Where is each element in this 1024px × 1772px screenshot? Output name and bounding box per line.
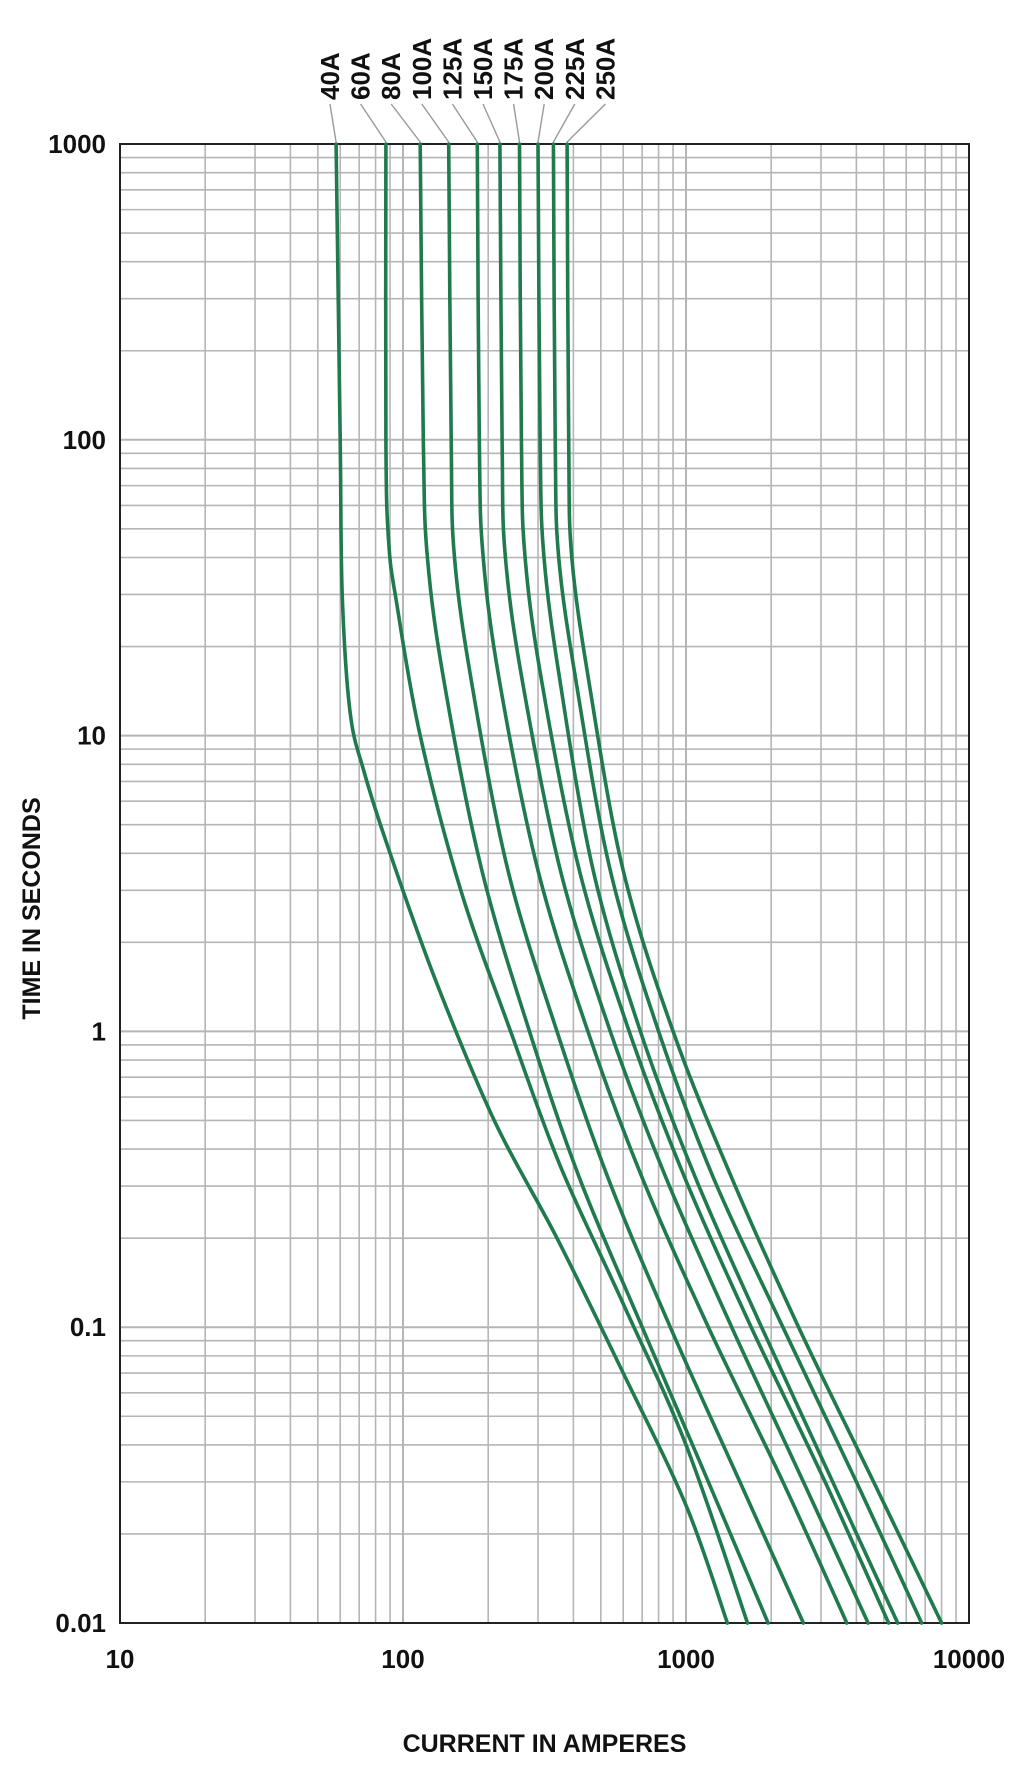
curve-80a — [418, 142, 770, 1625]
curve-200a — [536, 142, 900, 1625]
plot-frame — [119, 143, 970, 1624]
x-tick-labels: 10 100 1000 10000 — [106, 1644, 1006, 1674]
y-axis-title: TIME IN SECONDS — [18, 797, 46, 1019]
label-leaders — [329, 103, 606, 143]
leader-line — [512, 103, 521, 143]
rating-label-200a: 200A — [529, 38, 559, 100]
curve-40a — [334, 142, 730, 1625]
x-tick-label: 10000 — [933, 1644, 1005, 1674]
rating-labels: 40A 60A 80A 100A 125A 150A 175A 200A 225A 250A — [315, 38, 620, 100]
rating-label-175a: 175A — [499, 38, 529, 100]
rating-label-125a: 125A — [437, 38, 467, 100]
y-tick-label: 100 — [63, 425, 106, 455]
curve-60a — [383, 142, 750, 1625]
curve-100a — [446, 142, 806, 1625]
rating-label-250a: 250A — [590, 38, 620, 100]
rating-label-80a: 80A — [376, 52, 406, 100]
leader-line — [552, 103, 576, 143]
y-tick-label: 0.1 — [70, 1312, 106, 1342]
y-tick-label: 10 — [77, 721, 106, 751]
curve-175a — [517, 142, 891, 1625]
grid — [120, 144, 969, 1623]
y-tick-labels: 0.01 0.1 1 10 100 1000 — [48, 129, 106, 1638]
curve-150a — [498, 142, 870, 1625]
y-tick-label: 1 — [92, 1016, 106, 1046]
rating-label-40a: 40A — [315, 52, 345, 100]
rating-label-225a: 225A — [560, 38, 590, 100]
leader-line — [537, 103, 545, 143]
y-tick-label: 0.01 — [55, 1608, 106, 1638]
x-tick-label: 10 — [106, 1644, 135, 1674]
x-tick-label: 1000 — [657, 1644, 715, 1674]
leader-line — [329, 103, 337, 143]
curve-250a — [565, 142, 944, 1625]
leader-line — [360, 103, 387, 143]
x-tick-label: 100 — [381, 1644, 424, 1674]
leader-line — [482, 103, 501, 143]
curve-125a — [475, 142, 849, 1625]
leader-line — [566, 103, 606, 143]
leader-line — [421, 103, 450, 143]
leader-line — [390, 103, 421, 143]
leader-line — [451, 103, 478, 143]
rating-label-60a: 60A — [346, 52, 376, 100]
curves — [334, 142, 944, 1625]
rating-label-150a: 150A — [468, 38, 498, 100]
y-tick-label: 1000 — [48, 129, 106, 159]
rating-label-100a: 100A — [407, 38, 437, 100]
x-axis-title: CURRENT IN AMPERES — [403, 1730, 687, 1758]
curve-225a — [551, 142, 924, 1625]
